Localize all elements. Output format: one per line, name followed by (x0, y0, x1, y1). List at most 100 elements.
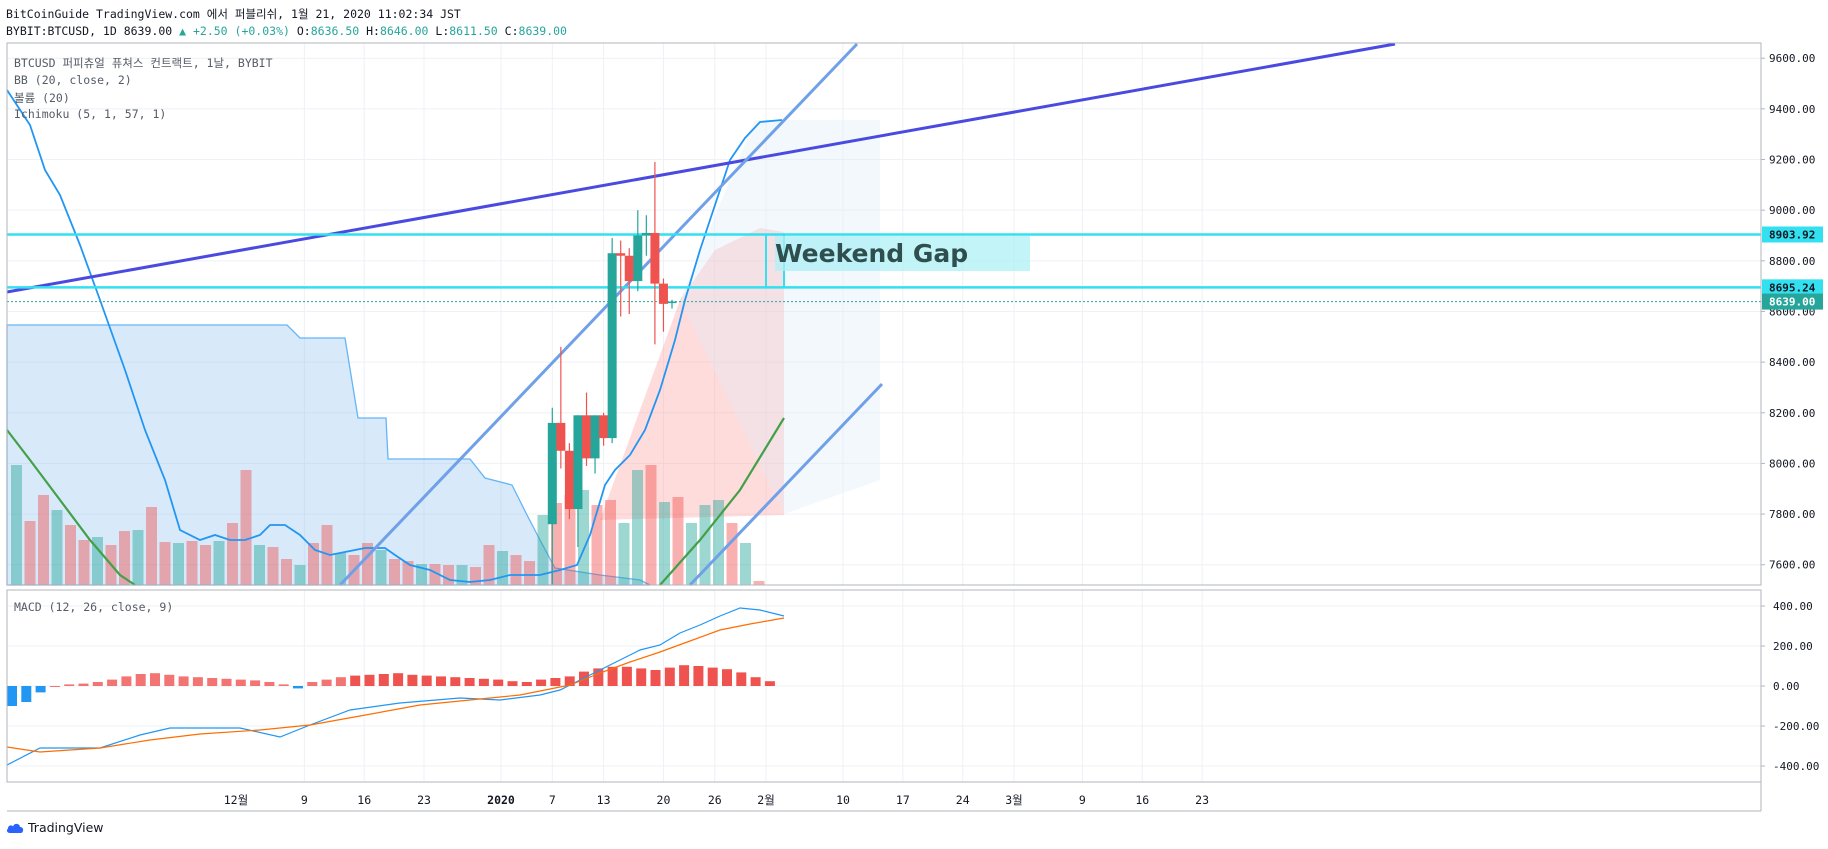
price-badge (1762, 226, 1823, 243)
volume-bar (254, 545, 265, 585)
volume-bar (645, 465, 657, 585)
volume-bar (389, 559, 400, 585)
macd-tick-label: -400.00 (1773, 760, 1819, 773)
macd-line (6, 607, 785, 766)
volume-bar (294, 565, 306, 585)
bollinger-fill-upper (680, 120, 880, 514)
macd-histogram-bar (693, 666, 704, 686)
price-pane (7, 43, 1761, 585)
price-tick-label: 7600.00 (1769, 559, 1815, 572)
candle-body (590, 415, 600, 459)
time-tick-label: 26 (708, 793, 722, 807)
open-label: O: (296, 24, 311, 38)
price-badge (1762, 293, 1823, 310)
candle-body (607, 253, 617, 439)
price-tick-label: 9600.00 (1769, 52, 1815, 65)
macd-histogram-bar (293, 686, 303, 689)
volume-bar (416, 564, 427, 585)
macd-histogram-bar (607, 666, 618, 686)
volume-bar (470, 567, 481, 585)
macd-histogram-bar (78, 683, 89, 686)
macd-histogram-bar (707, 667, 718, 686)
macd-histogram-bar (750, 677, 761, 686)
candle-body (658, 283, 668, 304)
price-tick-label: 8200.00 (1769, 407, 1815, 420)
macd-histogram-bar (679, 665, 690, 686)
lagging-span-left (6, 429, 136, 586)
macd-histogram-bar (49, 686, 60, 687)
volume-bar (537, 515, 549, 585)
macd-histogram-bar (664, 667, 675, 686)
volume-bar (605, 500, 616, 585)
channel-lower-line (688, 382, 884, 587)
time-tick-label: 20 (657, 793, 671, 807)
macd-histogram-bar (64, 684, 75, 686)
volume-bar (375, 550, 387, 585)
volume-bar (119, 531, 130, 585)
price-tick-label: 9000.00 (1769, 204, 1815, 217)
price-badge-label: 8639.00 (1769, 296, 1815, 309)
macd-tick-label: 0.00 (1773, 680, 1800, 693)
macd-histogram-bar (450, 677, 461, 686)
volume-bar (402, 561, 414, 585)
time-tick-label: 7 (549, 793, 556, 807)
volume-bar (78, 540, 90, 585)
time-tick-label: 17 (896, 793, 910, 807)
high-label: H: (366, 24, 380, 38)
volume-bar (146, 507, 157, 585)
volume-bar (740, 543, 751, 585)
price-tick-label: 8400.00 (1769, 356, 1815, 369)
price-tick-label: 9200.00 (1769, 154, 1815, 167)
signal-line (6, 617, 785, 753)
volume-bar (173, 543, 184, 585)
symbol-ohlc-header: BYBIT:BTCUSD, 1D 8639.00 ▲ +2.50 (+0.03%… (6, 24, 567, 38)
volume-bar (591, 505, 603, 585)
candle-body (564, 450, 574, 510)
macd-histogram-bar (393, 673, 404, 686)
candle-body (616, 253, 626, 256)
volume-bar (632, 470, 643, 585)
volume-bar (483, 545, 495, 585)
macd-histogram-bar (21, 686, 32, 702)
macd-tick-label: 400.00 (1773, 600, 1813, 613)
time-tick-label: 13 (597, 793, 611, 807)
time-tick-label: 16 (1135, 793, 1149, 807)
volume-bar (497, 551, 508, 585)
high-value: 8646.00 (379, 24, 429, 38)
macd-histogram-bar (722, 669, 732, 686)
macd-histogram-bar (407, 674, 418, 686)
volume-bar (335, 553, 346, 585)
macd-histogram-bar (636, 668, 647, 686)
candle-body (547, 422, 557, 525)
volume-bar (672, 497, 684, 585)
macd-histogram-bar (221, 678, 232, 686)
volume-bar (456, 565, 468, 585)
price-tick-label: 8800.00 (1769, 255, 1815, 268)
time-tick-label: 10 (836, 793, 850, 807)
candle-body (582, 415, 591, 459)
macd-histogram-bar (264, 682, 275, 686)
macd-histogram-bar (564, 676, 575, 686)
volume-bar (443, 565, 454, 585)
time-tick-label: 23 (417, 793, 431, 807)
time-tick-label: 16 (357, 793, 371, 807)
symbol-price: BYBIT:BTCUSD, 1D 8639.00 (6, 24, 173, 38)
macd-histogram-bar (192, 677, 203, 686)
candle-body (573, 415, 583, 510)
volume-bar (24, 521, 36, 585)
macd-histogram-bar (135, 674, 146, 686)
macd-histogram-bar (321, 679, 332, 686)
volume-bar (524, 561, 535, 585)
volume-bar (240, 470, 252, 585)
volume-bar (51, 510, 63, 585)
lagging-span-right (659, 417, 785, 586)
macd-histogram-bar (521, 682, 532, 686)
volume-bar (510, 555, 522, 585)
macd-histogram-bar (335, 677, 346, 686)
volume-bar (659, 502, 670, 585)
candle-body (650, 232, 660, 284)
volume-bar (92, 537, 103, 585)
footer-brand[interactable]: TradingView (6, 820, 104, 835)
time-tick-label: 2020 (487, 793, 515, 807)
